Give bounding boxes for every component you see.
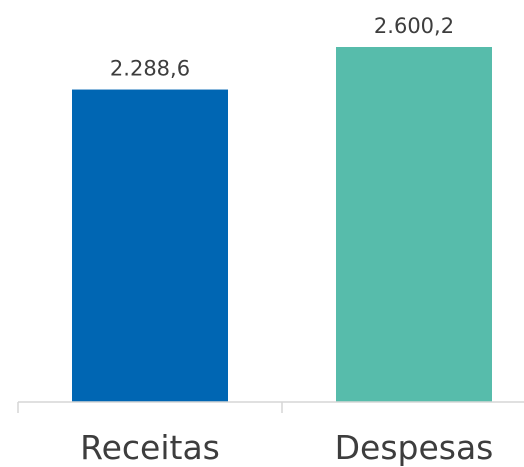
bar-receitas — [72, 89, 228, 402]
bar-despesas — [336, 47, 492, 402]
category-label-despesas: Despesas — [335, 428, 494, 467]
data-label-despesas: 2.600,2 — [374, 14, 454, 38]
data-label-receitas: 2.288,6 — [110, 57, 190, 81]
category-labels-layer: Receitas Despesas — [80, 428, 493, 467]
bars-layer — [72, 47, 492, 402]
data-labels-layer: 2.288,6 2.600,2 — [110, 14, 454, 81]
category-label-receitas: Receitas — [80, 428, 220, 467]
